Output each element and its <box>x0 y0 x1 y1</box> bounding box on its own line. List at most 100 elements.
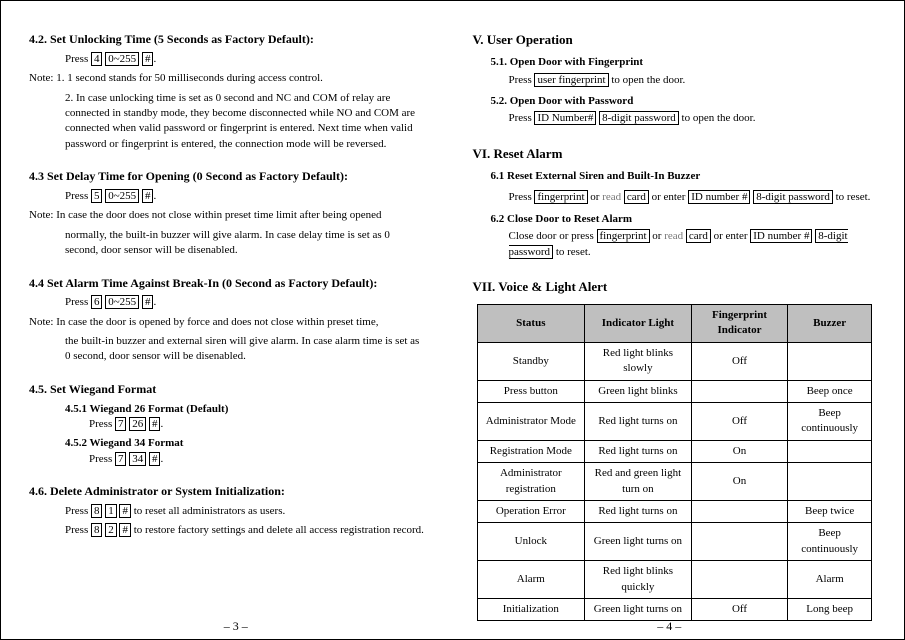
text-read: read <box>602 191 621 203</box>
press-label: Press <box>509 112 535 124</box>
press-5-2: Press ID Number# 8-digit password to ope… <box>473 111 877 126</box>
table-cell: Beep once <box>788 380 872 402</box>
or-enter: or enter <box>649 191 688 203</box>
key-hash: # <box>149 452 161 466</box>
table-cell: Beep continuously <box>788 523 872 561</box>
table-cell: Off <box>691 403 788 441</box>
note-4-4-a: Note: In case the door is opened by forc… <box>29 315 425 330</box>
key-hash: # <box>142 52 154 66</box>
heading-4-5-2: 4.5.2 Wiegand 34 Format <box>29 436 425 451</box>
table-row: UnlockGreen light turns on Beep continuou… <box>477 523 871 561</box>
table-cell: Red and green light turn on <box>585 463 692 501</box>
table-row: Registration ModeRed light turns onOn <box>477 440 871 462</box>
table-cell: Standby <box>477 342 585 380</box>
table-cell: Off <box>691 342 788 380</box>
heading-4-6: 4.6. Delete Administrator or System Init… <box>29 483 425 500</box>
press-4-2: Press 4 0~255 #. <box>29 52 425 67</box>
key-26: 26 <box>129 417 146 431</box>
table-cell <box>788 342 872 380</box>
or: or <box>588 191 603 203</box>
press-label: Press <box>89 453 115 465</box>
or: or <box>650 230 665 242</box>
box-id-number: ID number # <box>688 190 750 204</box>
col-status: Status <box>477 305 585 343</box>
text-open-door: to open the door. <box>679 112 756 124</box>
key-1: 1 <box>105 504 117 518</box>
table-cell: Alarm <box>788 561 872 599</box>
key-4: 4 <box>91 52 103 66</box>
dot: . <box>160 453 163 465</box>
box-card: card <box>624 190 649 204</box>
press-4-6-2: Press 8 2 # to restore factory settings … <box>29 523 425 538</box>
box-password: 8-digit password <box>753 190 833 204</box>
press-label: Press <box>65 524 91 536</box>
dot: . <box>153 53 156 65</box>
text-restore-factory: to restore factory settings and delete a… <box>131 524 424 536</box>
text-to-reset: to reset. <box>553 246 591 258</box>
key-34: 34 <box>129 452 146 466</box>
key-hash: # <box>142 295 154 309</box>
table-cell <box>788 463 872 501</box>
table-cell: Red light turns on <box>585 403 692 441</box>
table-row: StandbyRed light blinks slowlyOff <box>477 342 871 380</box>
note-4-3-a: Note: In case the door does not close wi… <box>29 208 425 223</box>
key-5: 5 <box>91 189 103 203</box>
table-header-row: Status Indicator Light Fingerprint Indic… <box>477 305 871 343</box>
key-6: 6 <box>91 295 103 309</box>
key-7: 7 <box>115 417 127 431</box>
box-fingerprint: fingerprint <box>534 190 587 204</box>
press-label: Press <box>509 74 535 86</box>
press-5-1: Press user fingerprint to open the door. <box>473 73 877 88</box>
table-cell: Red light turns on <box>585 440 692 462</box>
table-row: Administrator registrationRed and green … <box>477 463 871 501</box>
key-8: 8 <box>91 504 103 518</box>
table-row: Operation ErrorRed light turns onBeep tw… <box>477 500 871 522</box>
table-cell: Green light turns on <box>585 523 692 561</box>
dot: . <box>153 296 156 308</box>
box-user-fingerprint: user fingerprint <box>534 73 608 87</box>
table-cell <box>788 440 872 462</box>
box-card: card <box>686 229 711 243</box>
press-4-5-2: Press 7 34 #. <box>29 452 425 467</box>
key-2: 2 <box>105 523 117 537</box>
dot: . <box>153 190 156 202</box>
heading-4-3: 4.3 Set Delay Time for Opening (0 Second… <box>29 168 425 185</box>
page-4: V. User Operation 5.1. Open Door with Fi… <box>453 25 887 627</box>
heading-5-2: 5.2. Open Door with Password <box>473 94 877 109</box>
table-cell: Operation Error <box>477 500 585 522</box>
table-cell <box>691 380 788 402</box>
col-fingerprint-indicator: Fingerprint Indicator <box>691 305 788 343</box>
heading-6-1: 6.1 Reset External Siren and Built-In Bu… <box>473 169 877 184</box>
press-4-5-1: Press 7 26 #. <box>29 417 425 432</box>
heading-4-5: 4.5. Set Wiegand Format <box>29 381 425 398</box>
press-6-1: Press fingerprint or read card or enter … <box>473 190 877 205</box>
note-4-4-b: the built-in buzzer and external siren w… <box>29 334 425 365</box>
note-4-2-2: 2. In case unlocking time is set as 0 se… <box>29 91 425 153</box>
range-0-255: 0~255 <box>105 189 139 203</box>
or-enter: or enter <box>711 230 750 242</box>
col-buzzer: Buzzer <box>788 305 872 343</box>
heading-6-2: 6.2 Close Door to Reset Alarm <box>473 212 877 227</box>
table-cell: Unlock <box>477 523 585 561</box>
press-label: Press <box>89 418 115 430</box>
heading-4-4: 4.4 Set Alarm Time Against Break-In (0 S… <box>29 275 425 292</box>
range-0-255: 0~255 <box>105 52 139 66</box>
press-label: Press <box>65 296 91 308</box>
text-to-reset: to reset. <box>833 191 871 203</box>
press-4-3: Press 5 0~255 #. <box>29 189 425 204</box>
press-6-2: Close door or press fingerprint or read … <box>473 229 877 260</box>
table-cell: Beep continuously <box>788 403 872 441</box>
key-8: 8 <box>91 523 103 537</box>
table-cell: Beep twice <box>788 500 872 522</box>
heading-4-5-1: 4.5.1 Wiegand 26 Format (Default) <box>29 402 425 417</box>
text-reset-admins: to reset all administrators as users. <box>131 505 285 517</box>
key-hash: # <box>142 189 154 203</box>
box-id-number: ID number # <box>750 229 812 243</box>
note-4-3-b: normally, the built-in buzzer will give … <box>29 228 425 259</box>
table-cell: Administrator registration <box>477 463 585 501</box>
page-number-3: – 3 – <box>19 618 453 635</box>
heading-4-2: 4.2. Set Unlocking Time (5 Seconds as Fa… <box>29 31 425 48</box>
table-cell: Green light blinks <box>585 380 692 402</box>
press-label: Press <box>65 53 91 65</box>
heading-v: V. User Operation <box>473 31 877 49</box>
